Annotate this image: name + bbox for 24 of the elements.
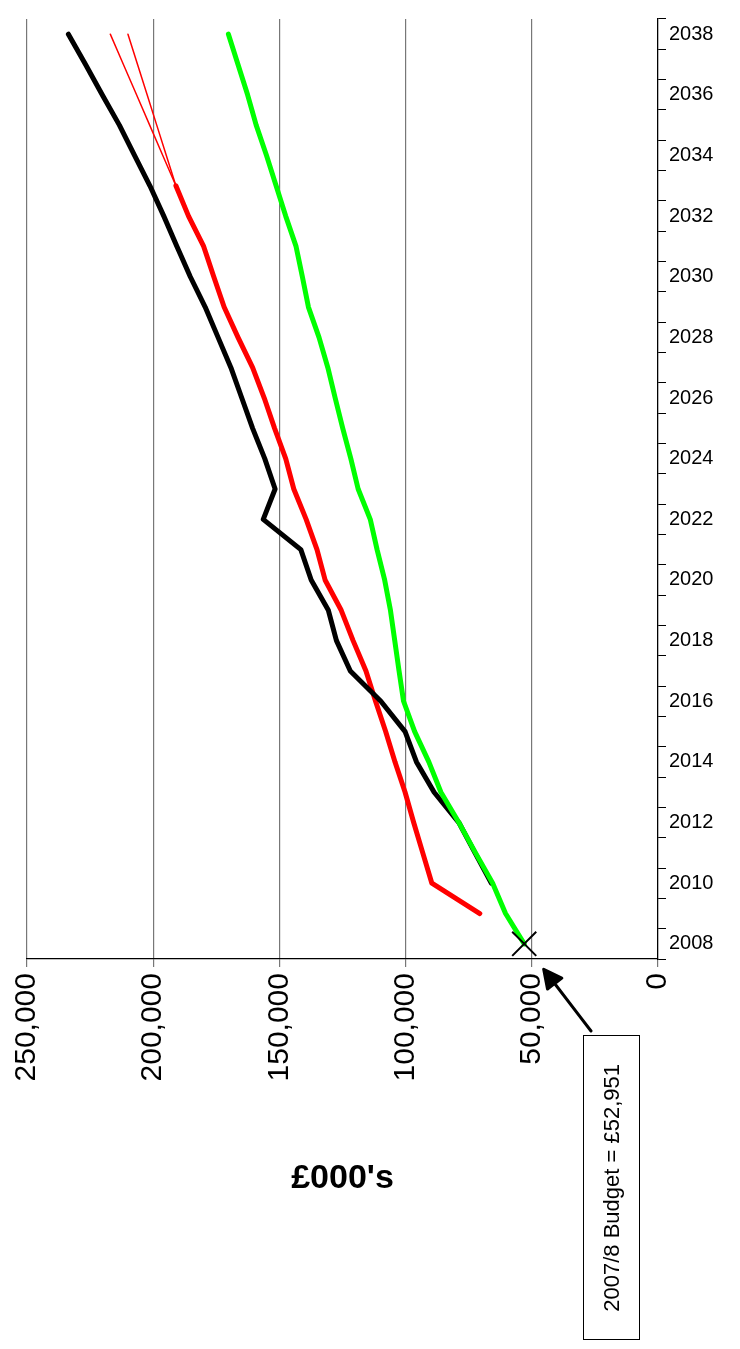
y-tick-label: 2024 xyxy=(669,446,714,469)
y-tick-label: 2034 xyxy=(669,142,714,165)
y-tick-label: 2018 xyxy=(669,628,714,651)
x-tick-label: 100,000 xyxy=(386,973,420,1082)
y-tick-label: 2026 xyxy=(669,385,714,408)
y-tick-label: 2028 xyxy=(669,324,714,347)
text: 2007/8 Budget = £52,951 xyxy=(598,1063,625,1312)
x-tick-label: 150,000 xyxy=(260,973,294,1082)
x-tick-label: 200,000 xyxy=(134,973,168,1082)
x-tick-label: 0 xyxy=(639,973,673,990)
y-tick-label: 2020 xyxy=(669,567,714,590)
y-tick-label: 2032 xyxy=(669,203,714,226)
y-tick-label: 2016 xyxy=(669,688,714,711)
y-tick-label: 2030 xyxy=(669,264,714,287)
y-tick-label: 2014 xyxy=(669,749,714,772)
y-tick-label: 2022 xyxy=(669,506,714,529)
y-tick-label: 2012 xyxy=(669,810,714,833)
x-axis-title: £000's xyxy=(291,1156,394,1195)
y-tick-label: 2010 xyxy=(669,870,714,893)
y-tick-label: 2008 xyxy=(669,931,714,954)
y-tick-label: 2038 xyxy=(669,21,714,44)
x-tick-label: 250,000 xyxy=(8,973,42,1082)
x-tick-label: 50,000 xyxy=(513,973,547,1065)
y-tick-label: 2036 xyxy=(669,82,714,105)
